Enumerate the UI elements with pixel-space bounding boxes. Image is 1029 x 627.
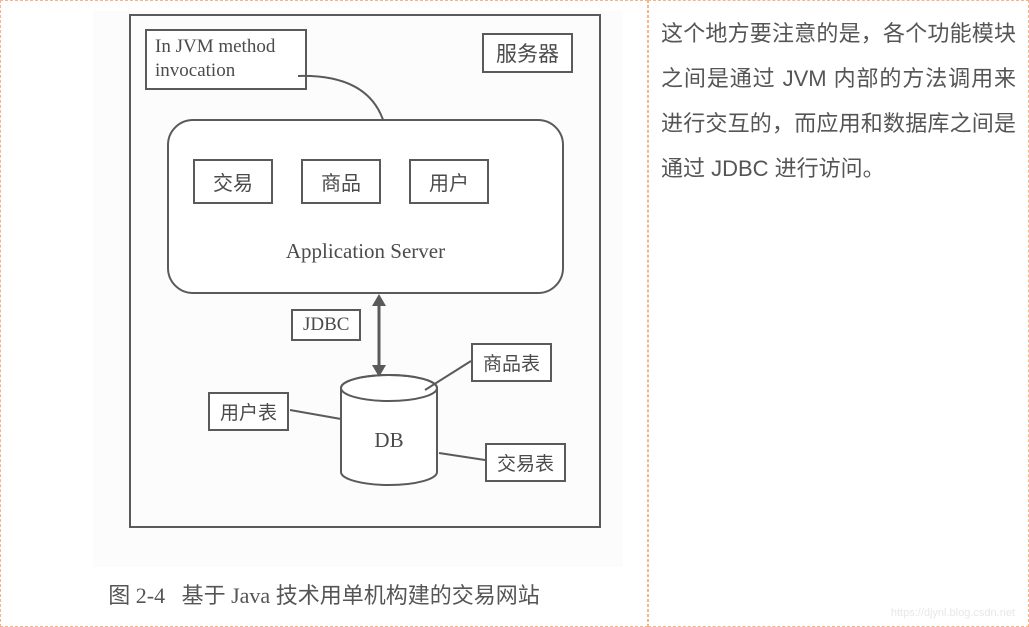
caption-prefix: 图 2-4 xyxy=(108,583,165,608)
table-user-label: 用户表 xyxy=(208,392,289,431)
application-server-box: 交易 商品 用户 Application Server xyxy=(167,119,564,294)
database-icon: DB xyxy=(339,374,439,496)
jvm-invocation-label: In JVM method invocation xyxy=(145,29,307,90)
caption-text1: 基于 xyxy=(182,583,232,608)
jdbc-arrow xyxy=(368,294,390,377)
caption-latin: Java xyxy=(231,583,270,608)
architecture-diagram: In JVM method invocation 服务器 交易 商品 用户 Ap… xyxy=(93,11,623,567)
explanation-cell: 这个地方要注意的是，各个功能模块之间是通过 JVM 内部的方法调用来进行交互的，… xyxy=(648,0,1029,627)
table-product-label: 商品表 xyxy=(471,343,552,382)
watermark-url: https://djynl.blog.csdn.net xyxy=(891,607,1015,619)
module-trade: 交易 xyxy=(193,159,273,204)
jdbc-label: JDBC xyxy=(291,309,361,341)
server-label: 服务器 xyxy=(482,33,573,73)
caption-text2: 技术用单机构建的交易网站 xyxy=(270,583,540,608)
module-product: 商品 xyxy=(301,159,381,204)
application-server-label: Application Server xyxy=(169,239,562,264)
database-label: DB xyxy=(339,428,439,453)
diagram-cell: In JVM method invocation 服务器 交易 商品 用户 Ap… xyxy=(0,0,648,627)
table-trade-label: 交易表 xyxy=(485,443,566,482)
explanation-text: 这个地方要注意的是，各个功能模块之间是通过 JVM 内部的方法调用来进行交互的，… xyxy=(661,11,1016,191)
figure-caption: 图 2-4 基于 Java 技术用单机构建的交易网站 xyxy=(1,578,647,610)
module-user: 用户 xyxy=(409,159,489,204)
